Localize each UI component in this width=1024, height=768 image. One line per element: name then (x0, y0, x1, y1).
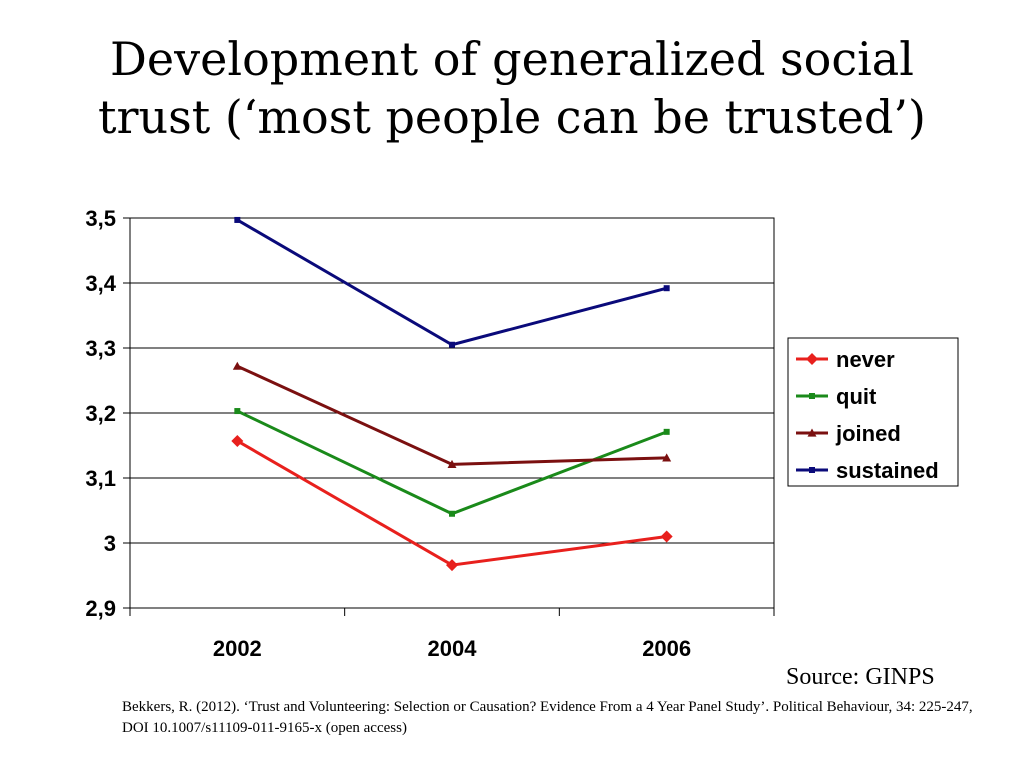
y-tick-label: 3,5 (85, 206, 116, 231)
y-tick-label: 3,3 (85, 336, 116, 361)
data-point-never (660, 530, 673, 543)
data-point-sustained (234, 216, 241, 223)
y-tick-label: 3 (104, 531, 116, 556)
data-point-joined (662, 453, 672, 462)
series-line-sustained (236, 218, 668, 347)
y-tick-label: 3,1 (85, 466, 116, 491)
y-tick-label: 2,9 (85, 596, 116, 621)
slide-title: Development of generalized social trust … (0, 30, 1024, 146)
legend-label-quit: quit (836, 384, 877, 409)
legend: never quit joined sustained (787, 337, 959, 487)
series-line-joined (236, 364, 667, 466)
legend-label-joined: joined (835, 421, 901, 446)
x-tick-label: 2002 (213, 636, 262, 661)
title-line-1: Development of generalized social (110, 32, 914, 86)
legend-label-never: never (836, 347, 895, 372)
legend-box (787, 337, 959, 487)
data-point-quit (663, 428, 670, 435)
series-lines (231, 216, 673, 572)
legend-marker-joined (807, 428, 817, 437)
data-point-never (446, 559, 458, 572)
data-point-sustained (663, 285, 670, 292)
source-note: Source: GINPS (786, 664, 935, 690)
x-tick-label: 2006 (642, 636, 691, 661)
legend-marker-never (806, 353, 818, 365)
data-point-joined (232, 361, 242, 370)
legend-marker-quit (809, 393, 815, 399)
y-tick-label: 3,4 (85, 271, 116, 296)
data-point-joined (447, 459, 457, 468)
data-point-quit (449, 510, 455, 517)
title-line-2: trust (‘most people can be trusted’) (98, 90, 926, 144)
axes: 2,9 3 3,1 3,2 3,3 3,4 3,5 2002 2004 2006 (85, 206, 775, 661)
citation-text: Bekkers, R. (2012). ‘Trust and Volunteer… (122, 699, 973, 736)
legend-marker-sustained (809, 467, 815, 473)
x-tick-label: 2004 (428, 636, 478, 661)
gridlines (130, 217, 774, 544)
data-point-quit (234, 408, 241, 415)
data-point-never (231, 434, 244, 447)
legend-label-sustained: sustained (836, 458, 939, 483)
data-point-sustained (449, 341, 455, 348)
y-tick-label: 3,2 (85, 401, 116, 426)
